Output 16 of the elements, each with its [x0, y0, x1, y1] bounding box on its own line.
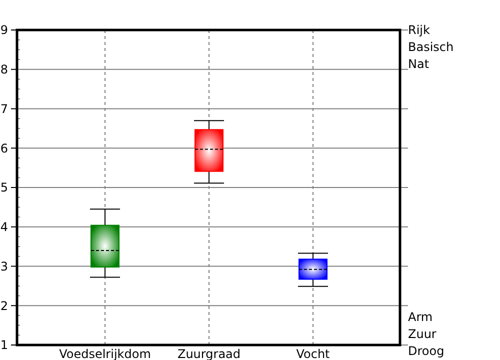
y-tick-label: 7: [0, 102, 8, 116]
annotation: Rijk: [408, 23, 430, 37]
y-tick-label: 6: [0, 141, 8, 156]
annotation: Nat: [408, 57, 430, 71]
y-tick-label: 5: [0, 180, 8, 195]
y-tick-label: 9: [0, 23, 8, 38]
y-tick-label: 4: [0, 220, 8, 234]
y-tick-label: 2: [0, 298, 8, 313]
y-tick-label: 1: [0, 338, 8, 352]
y-tick-label: 3: [0, 259, 8, 274]
y-tick-label: 8: [0, 62, 8, 77]
x-tick-label: Vocht: [296, 347, 330, 360]
annotation: Droog: [408, 344, 444, 358]
annotation: Zuur: [408, 327, 436, 341]
annotation: Arm: [408, 310, 433, 324]
annotation: Basisch: [408, 40, 454, 54]
